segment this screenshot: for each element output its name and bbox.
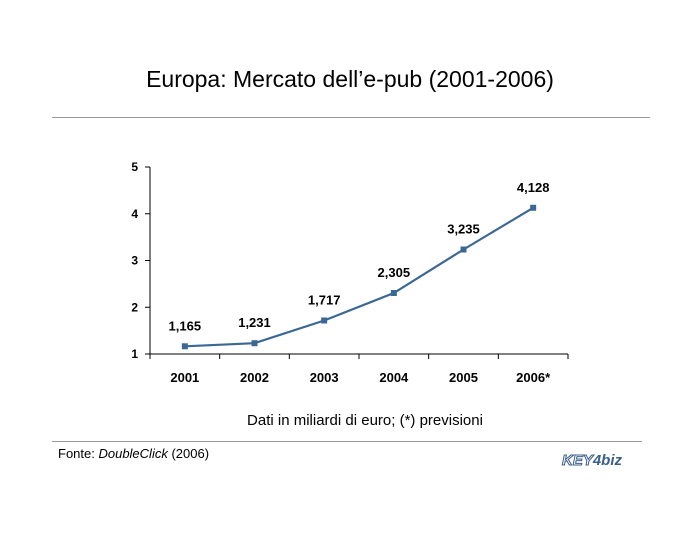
source-suffix: (2006): [167, 446, 210, 461]
y-tick-label: 4: [131, 207, 138, 221]
data-label: 4,128: [517, 180, 550, 195]
data-point: [181, 343, 188, 350]
data-point: [460, 246, 467, 253]
x-tick-label: 2006*: [516, 370, 551, 385]
footer-divider: [52, 441, 642, 442]
key4biz-logo: KEY 4biz: [562, 451, 623, 469]
x-tick-label: 2002: [240, 370, 269, 385]
y-tick-label: 1: [131, 347, 138, 361]
y-tick-label: 2: [131, 300, 138, 314]
chart-axes: [149, 167, 568, 355]
source-note: Fonte: DoubleClick (2006): [58, 446, 209, 461]
data-label: 2,305: [378, 265, 411, 280]
x-tick-label: 2005: [449, 370, 478, 385]
data-label: 1,165: [169, 318, 202, 333]
y-tick-label: 5: [131, 160, 138, 174]
page-title: Europa: Mercato dell’e-pub (2001-2006): [146, 66, 554, 92]
data-point: [390, 289, 397, 296]
series-line: [184, 206, 534, 348]
y-tick-label: 3: [131, 254, 138, 268]
data-label: 1,231: [238, 315, 271, 330]
source-name: DoubleClick: [98, 446, 168, 461]
x-tick-label: 2003: [310, 370, 339, 385]
data-point: [321, 317, 328, 324]
data-point: [251, 340, 258, 347]
data-label: 3,235: [447, 222, 480, 237]
x-tick-label: 2004: [379, 370, 409, 385]
data-point: [530, 204, 537, 211]
source-prefix: Fonte:: [58, 446, 99, 461]
x-tick-label: 2001: [170, 370, 199, 385]
title-divider: [52, 117, 650, 118]
data-label: 1,717: [308, 292, 341, 307]
chart-caption: Dati in miliardi di euro; (*) previsioni: [247, 412, 483, 429]
